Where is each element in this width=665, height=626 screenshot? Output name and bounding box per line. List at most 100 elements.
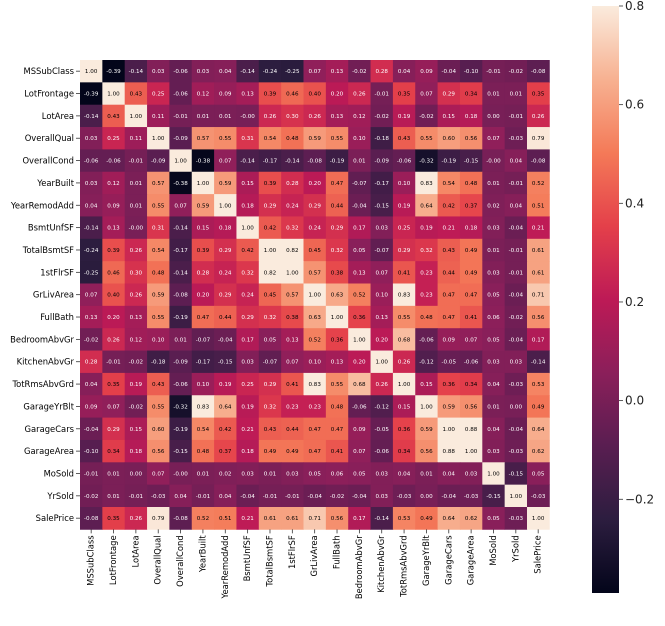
- heatmap-cell: [415, 149, 438, 173]
- heatmap-cell: [303, 305, 327, 329]
- cell-value: -0.18: [151, 360, 166, 366]
- cell-value: 0.07: [375, 270, 388, 276]
- row-label: BedroomAbvGr: [10, 334, 74, 344]
- cell-value: 0.83: [308, 382, 321, 388]
- heatmap-cell: [348, 395, 371, 418]
- cell-value: -0.14: [84, 226, 99, 232]
- heatmap-cell: [527, 104, 550, 128]
- cell-value: -0.12: [419, 360, 433, 366]
- cell-value: 0.13: [331, 360, 344, 366]
- cell-value: -0.08: [531, 159, 546, 165]
- cell-value: 0.12: [197, 92, 209, 98]
- heatmap-cell: [281, 417, 304, 441]
- cell-value: 0.26: [264, 114, 277, 120]
- cell-value: 1.00: [487, 471, 500, 477]
- heatmap-cell: [102, 127, 126, 150]
- heatmap-cell: [303, 60, 327, 83]
- cell-value: 0.23: [420, 270, 433, 276]
- cell-value: -0.32: [419, 159, 433, 165]
- cell-value: 0.56: [152, 449, 165, 455]
- cell-value: -0.01: [509, 181, 524, 187]
- heatmap-cell: [258, 507, 282, 530]
- heatmap-cell: [437, 194, 461, 217]
- row-label: LotArea: [42, 111, 74, 121]
- cell-value: 0.44: [286, 427, 299, 433]
- cell-value: 0.38: [331, 270, 344, 276]
- heatmap-cell: [504, 462, 528, 486]
- heatmap-cell: [303, 82, 327, 106]
- cell-value: 0.26: [130, 293, 143, 299]
- heatmap-cell: [459, 60, 483, 83]
- cell-value: 0.47: [443, 315, 456, 321]
- heatmap-cell: [392, 350, 416, 374]
- cell-value: 1.00: [420, 404, 433, 410]
- row-label: FullBath: [40, 312, 74, 322]
- heatmap-cell: [459, 104, 483, 128]
- heatmap-cell: [191, 171, 215, 195]
- row-label: YrSold: [46, 491, 74, 501]
- cell-value: 0.79: [152, 516, 165, 522]
- cell-value: 0.09: [85, 404, 98, 410]
- heatmap-cell: [325, 439, 349, 463]
- cell-value: 0.12: [130, 337, 142, 343]
- heatmap-cell: [258, 127, 282, 150]
- heatmap-cell: [303, 372, 327, 396]
- heatmap-cell: [124, 395, 148, 418]
- cell-value: 0.00: [130, 471, 143, 477]
- heatmap-cell: [437, 484, 461, 508]
- heatmap-cell: [214, 507, 237, 530]
- cell-value: 0.32: [286, 226, 298, 232]
- cell-value: 1.00: [85, 69, 98, 75]
- cell-value: 0.64: [532, 427, 545, 433]
- heatmap-cell: [482, 462, 506, 486]
- cell-value: -0.01: [486, 69, 501, 75]
- cell-value: -0.25: [84, 270, 99, 276]
- cell-value: -0.17: [263, 159, 278, 165]
- cell-value: -0.14: [173, 226, 188, 232]
- cell-value: -0.04: [509, 337, 524, 343]
- cell-value: -0.24: [84, 248, 99, 254]
- heatmap-cell: [191, 194, 215, 217]
- heatmap-cell: [348, 171, 371, 195]
- heatmap-cell: [459, 484, 483, 508]
- heatmap-cell: [169, 462, 193, 486]
- heatmap-cell: [348, 507, 371, 530]
- cell-value: 0.19: [130, 382, 143, 388]
- heatmap-cell: [325, 194, 349, 217]
- heatmap-cell: [482, 194, 506, 217]
- cell-value: 0.71: [308, 516, 321, 522]
- heatmap-cell: [527, 395, 550, 418]
- heatmap-cell: [214, 238, 237, 262]
- heatmap-cell: [370, 507, 394, 530]
- heatmap-cell: [80, 395, 103, 418]
- heatmap-cell: [281, 439, 304, 463]
- heatmap-cell: [504, 60, 528, 83]
- heatmap-cell: [504, 216, 528, 240]
- heatmap-cell: [392, 507, 416, 530]
- row-label: TotalBsmtSF: [22, 245, 74, 255]
- heatmap-cell: [214, 149, 237, 173]
- cell-value: -0.19: [330, 159, 345, 165]
- heatmap-cell: [258, 60, 282, 83]
- cell-value: -0.04: [218, 337, 233, 343]
- heatmap-cell: [459, 305, 483, 329]
- cell-value: -0.14: [240, 159, 255, 165]
- cell-value: 0.01: [487, 181, 500, 187]
- cell-value: -0.02: [419, 114, 433, 120]
- cell-value: 0.29: [264, 382, 277, 388]
- heatmap-cell: [504, 328, 528, 351]
- cell-value: 0.10: [353, 136, 366, 142]
- cell-value: 0.10: [398, 181, 411, 187]
- heatmap-cell: [325, 350, 349, 374]
- cell-value: -0.01: [129, 159, 144, 165]
- heatmap-cell: [281, 194, 304, 217]
- heatmap-cell: [147, 238, 170, 262]
- cell-value: 0.09: [219, 92, 232, 98]
- heatmap-cell: [482, 507, 506, 530]
- cell-value: -0.03: [509, 449, 524, 455]
- cell-value: 0.28: [85, 360, 98, 366]
- cell-value: 0.55: [152, 203, 165, 209]
- cell-value: 0.01: [487, 248, 500, 254]
- cell-value: 0.18: [241, 449, 254, 455]
- heatmap-cell: [80, 60, 103, 83]
